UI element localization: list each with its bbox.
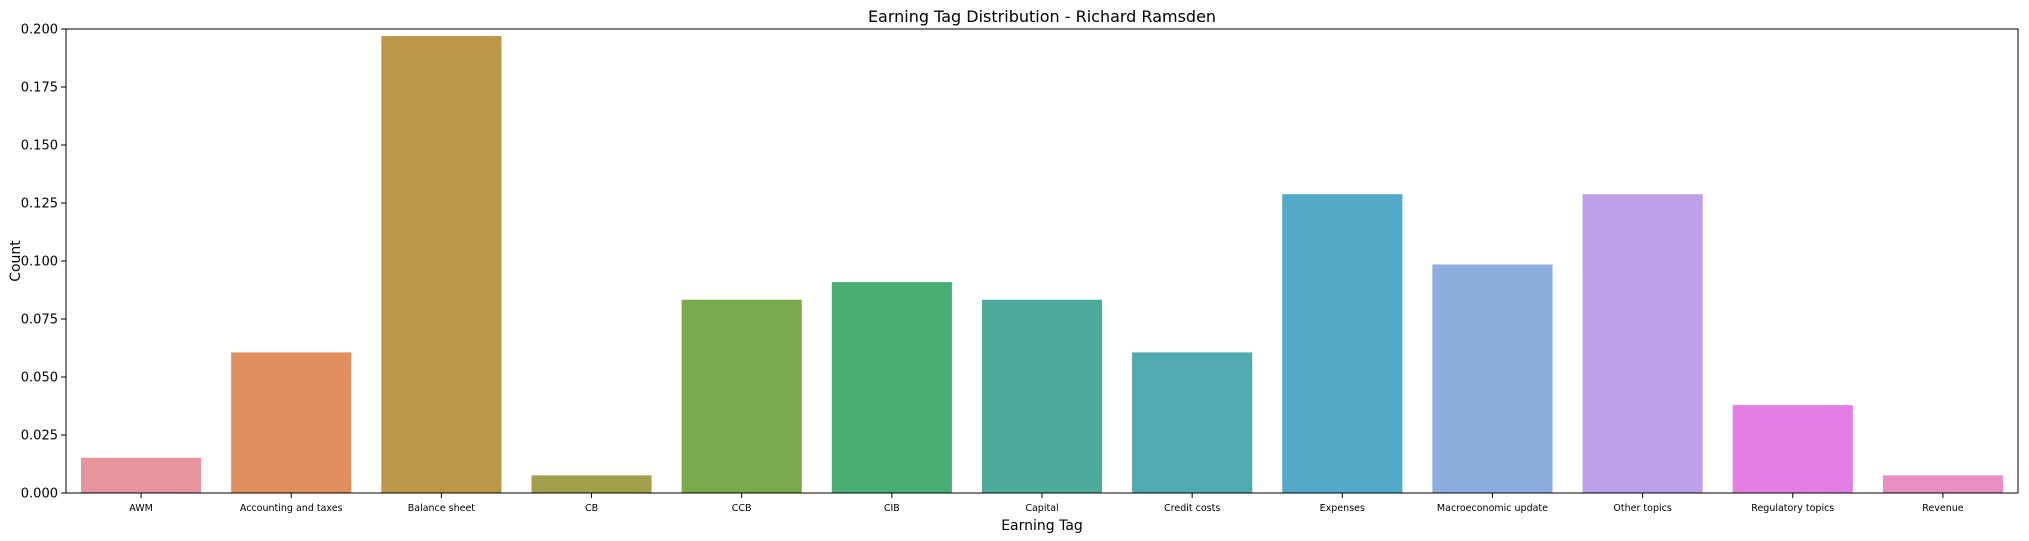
y-tick-label: 0.125	[21, 197, 58, 212]
bar-revenue	[1882, 475, 2003, 493]
x-axis-label: Earning Tag	[1001, 518, 1083, 534]
x-tick-label: Accounting and taxes	[240, 503, 343, 514]
y-tick-label: 0.075	[21, 313, 58, 328]
y-axis-label: Count	[8, 240, 24, 282]
plot-area: 0.000 0.025 0.050 0.075 0.100 0.125 0.150 0.175…	[21, 23, 2019, 514]
bar-credit-costs	[1132, 352, 1253, 493]
x-tick-label: CB	[585, 503, 598, 514]
bar-other-topics	[1582, 194, 1703, 493]
x-tick-label: Revenue	[1922, 503, 1964, 514]
y-tick-label: 0.025	[21, 429, 58, 444]
bar-cib	[831, 282, 952, 493]
x-tick-label: Other topics	[1613, 503, 1671, 514]
x-tick-label: CIB	[884, 503, 900, 514]
bar-balance-sheet	[381, 35, 502, 494]
bar-ccb	[681, 299, 802, 493]
x-tick-label: Regulatory topics	[1751, 503, 1834, 514]
y-tick-label: 0.200	[21, 23, 58, 38]
y-tick-label: 0.100	[21, 255, 58, 270]
x-tick-label: Credit costs	[1164, 503, 1220, 514]
chart-title: Earning Tag Distribution - Richard Ramsd…	[868, 7, 1216, 26]
bar-expenses	[1282, 194, 1403, 493]
bar-accounting-and-taxes	[231, 352, 352, 493]
x-tick-label: Macroeconomic update	[1437, 503, 1548, 514]
bar-capital	[981, 299, 1103, 493]
x-tick-label: Capital	[1025, 503, 1058, 514]
bar-cb	[531, 475, 652, 493]
x-tick-label: Expenses	[1320, 503, 1365, 514]
y-tick-label: 0.175	[21, 81, 58, 96]
y-tick-label: 0.150	[21, 139, 58, 154]
x-tick-label: AWM	[129, 503, 153, 514]
x-tick-label: Balance sheet	[408, 503, 476, 514]
y-tick-label: 0.050	[21, 371, 58, 386]
y-tick-label: 0.000	[21, 487, 58, 502]
bar-macroeconomic-update	[1432, 264, 1553, 493]
x-tick-label: CCB	[732, 503, 752, 514]
bar-regulatory-topics	[1732, 405, 1853, 493]
bar-awm	[81, 457, 202, 493]
